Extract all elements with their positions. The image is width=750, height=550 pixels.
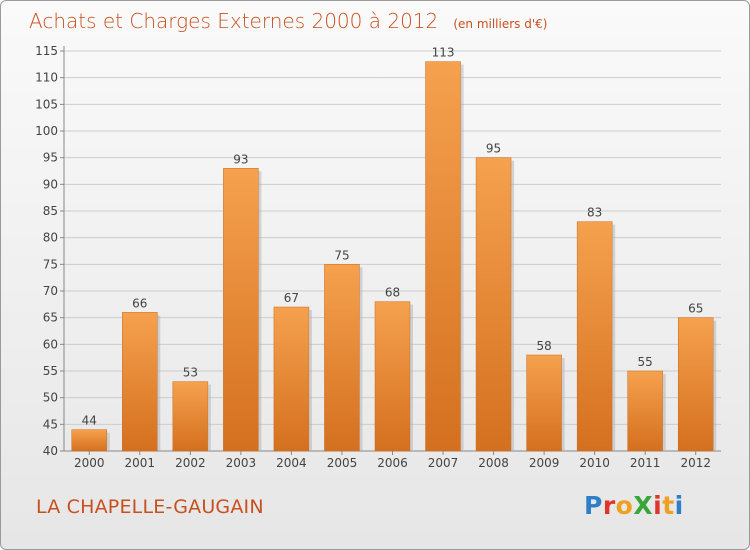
y-tick-label: 55 xyxy=(43,364,58,378)
chart-unit-note: (en milliers d'€) xyxy=(453,17,548,31)
y-tick-label: 40 xyxy=(43,444,58,458)
bar-shadow xyxy=(106,432,110,451)
bar-value-label: 75 xyxy=(334,248,349,262)
bar xyxy=(223,168,259,452)
logo-letter: i xyxy=(653,491,663,520)
bar-shadow xyxy=(207,384,211,451)
bar-value-label: 113 xyxy=(432,46,455,60)
bar-value-label: 58 xyxy=(536,339,551,353)
bar-value-label: 65 xyxy=(688,302,703,316)
y-tick-label: 70 xyxy=(43,284,58,298)
axes: 40 45 50 55 60 65 70 75 80 85 90 95 100 105 110 115 2000… xyxy=(35,44,721,470)
y-tick-label: 115 xyxy=(35,44,58,58)
bar xyxy=(374,301,411,452)
y-tick-label: 85 xyxy=(43,204,58,218)
bar-shadow xyxy=(258,171,262,452)
bar xyxy=(122,312,158,452)
x-tick-label: 2009 xyxy=(529,456,560,470)
y-tick-label: 75 xyxy=(43,257,58,271)
bar xyxy=(526,354,562,452)
x-tick-label: 2001 xyxy=(125,456,156,470)
x-tick-label: 2010 xyxy=(579,456,610,470)
bar xyxy=(172,381,209,452)
y-tick-label: 110 xyxy=(35,71,58,85)
bar-value-label: 44 xyxy=(82,414,97,428)
bar xyxy=(475,157,512,452)
bar xyxy=(576,221,613,452)
proxiti-logo: ProXiti xyxy=(584,491,684,520)
y-tick-label: 45 xyxy=(43,417,58,431)
bar-shadow xyxy=(308,310,312,451)
bar-value-label: 68 xyxy=(385,286,400,300)
x-tick-label: 2005 xyxy=(327,456,358,470)
bar-value-label: 53 xyxy=(183,366,198,380)
x-tick-label: 2012 xyxy=(680,456,711,470)
bar xyxy=(324,264,360,452)
bar-shadow xyxy=(157,315,161,451)
x-tick-label: 2006 xyxy=(377,456,408,470)
bar-shadow xyxy=(511,160,515,451)
logo-letter: i xyxy=(674,491,684,520)
bar-shadow xyxy=(662,374,666,451)
chart-title-text: Achats et Charges Externes 2000 à 2012 xyxy=(29,9,439,33)
logo-letter: t xyxy=(662,491,675,520)
y-tick-label: 95 xyxy=(43,151,58,165)
bar xyxy=(71,429,108,452)
bar-shadow xyxy=(713,320,717,451)
bar xyxy=(627,370,663,452)
x-tick-label: 2003 xyxy=(226,456,257,470)
logo-letter: o xyxy=(615,491,634,520)
y-tick-label: 65 xyxy=(43,311,58,325)
bar-value-label: 95 xyxy=(486,142,501,156)
x-tick-label: 2000 xyxy=(74,456,105,470)
bar-shadow xyxy=(561,358,565,451)
y-tick-label: 60 xyxy=(43,337,58,351)
y-tick-label: 100 xyxy=(35,124,58,138)
x-tick-label: 2002 xyxy=(175,456,206,470)
bar-value-label: 55 xyxy=(638,355,653,369)
city-name: LA CHAPELLE-GAUGAIN xyxy=(36,496,264,518)
bar-shadow xyxy=(359,267,363,451)
x-tick-label: 2008 xyxy=(478,456,509,470)
bar xyxy=(273,306,310,452)
x-tick-label: 2004 xyxy=(276,456,307,470)
logo-letter: X xyxy=(633,491,654,520)
bar-shadow xyxy=(410,304,413,451)
bar xyxy=(677,317,714,452)
logo-letter: P xyxy=(584,491,603,520)
y-tick-label: 80 xyxy=(43,231,58,245)
bar-value-label: 66 xyxy=(132,296,147,310)
y-tick-label: 50 xyxy=(43,391,58,405)
bar-value-label: 83 xyxy=(587,206,602,220)
x-tick-label: 2011 xyxy=(630,456,661,470)
x-tick-label: 2007 xyxy=(428,456,459,470)
bar-value-label: 67 xyxy=(284,291,299,305)
bar-shadow xyxy=(460,64,464,451)
bars xyxy=(71,61,717,452)
bar xyxy=(425,61,461,452)
data-labels: 44 66 53 93 67 75 68 113 95 58 83 55 65 xyxy=(82,46,704,428)
logo-letter: r xyxy=(602,491,616,520)
bar-value-label: 93 xyxy=(233,152,248,166)
chart-title: Achats et Charges Externes 2000 à 2012 (… xyxy=(29,9,547,33)
y-tick-label: 90 xyxy=(43,177,58,191)
y-tick-label: 105 xyxy=(35,97,58,111)
bar-shadow xyxy=(612,224,616,451)
